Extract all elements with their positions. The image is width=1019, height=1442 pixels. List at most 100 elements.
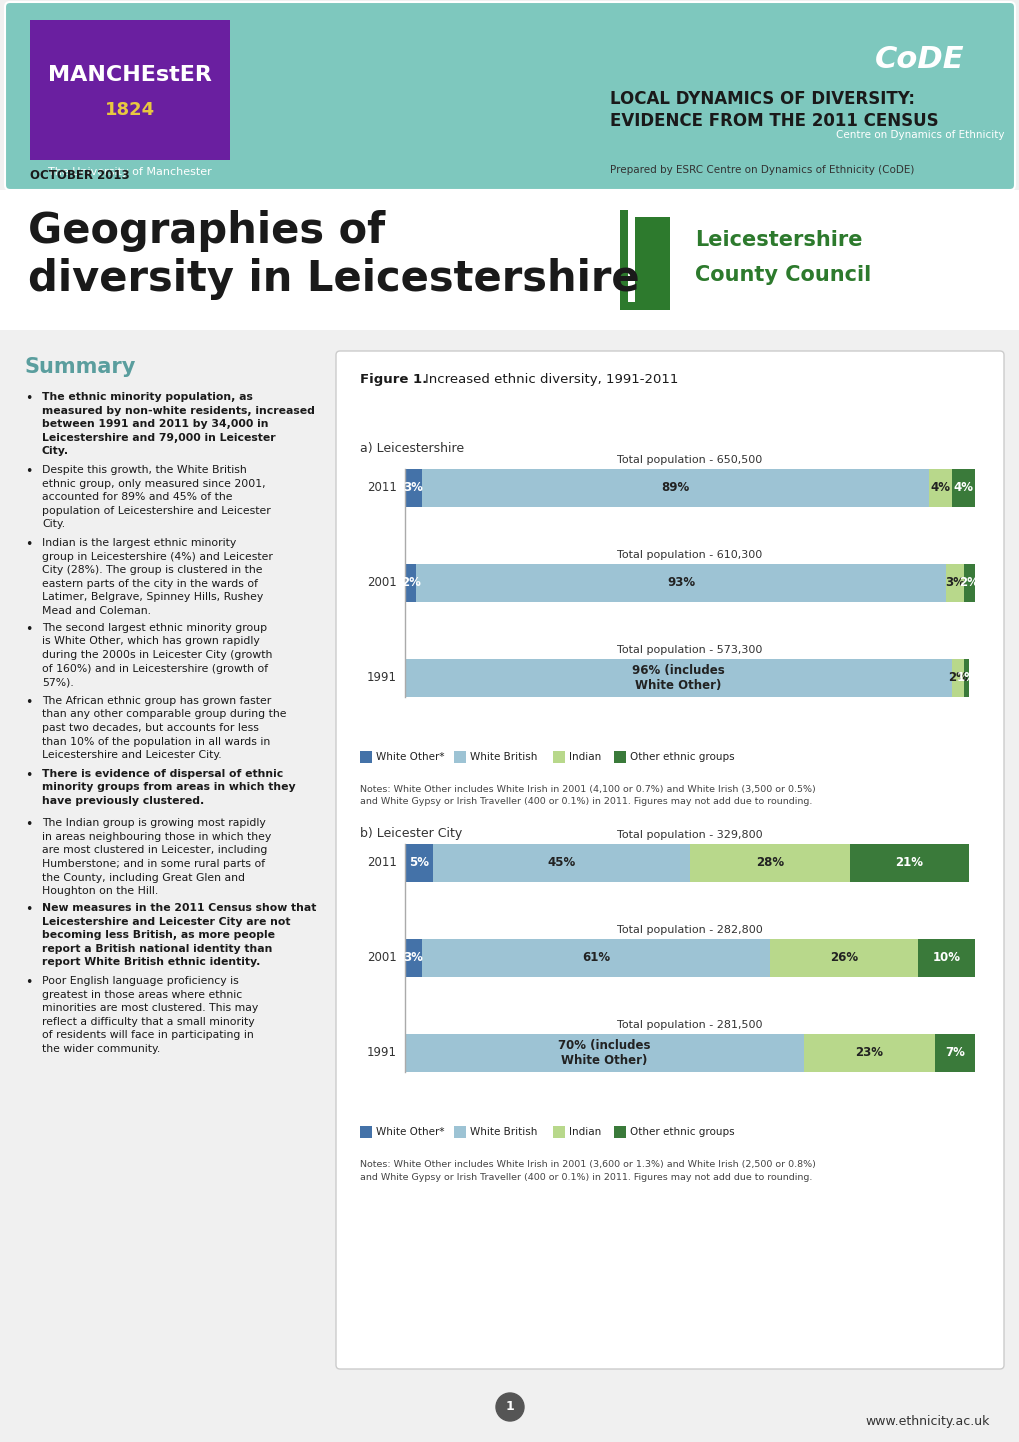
Bar: [917, 939, 974, 978]
Bar: [422, 469, 928, 508]
Bar: [928, 469, 952, 508]
Text: LOCAL DYNAMICS OF DIVERSITY:
EVIDENCE FROM THE 2011 CENSUS: LOCAL DYNAMICS OF DIVERSITY: EVIDENCE FR…: [609, 89, 937, 130]
Bar: [553, 751, 565, 763]
Bar: [769, 939, 917, 978]
Text: Despite this growth, the White British
ethnic group, only measured since 2001,
a: Despite this growth, the White British e…: [42, 464, 270, 529]
Text: 45%: 45%: [547, 857, 576, 870]
Bar: [934, 1034, 974, 1071]
Bar: [405, 564, 416, 601]
Text: Indian is the largest ethnic minority
group in Leicestershire (4%) and Leicester: Indian is the largest ethnic minority gr…: [42, 538, 273, 616]
Bar: [613, 1126, 626, 1138]
Bar: [405, 469, 422, 508]
Text: CoDE: CoDE: [874, 46, 964, 75]
Bar: [30, 20, 229, 160]
Bar: [849, 844, 968, 883]
Text: White Other*: White Other*: [376, 1128, 444, 1136]
Text: The University of Manchester: The University of Manchester: [48, 167, 212, 177]
Bar: [422, 939, 769, 978]
Text: Geographies of
diversity in Leicestershire: Geographies of diversity in Leicestershi…: [28, 209, 639, 300]
Text: Total population - 650,500: Total population - 650,500: [616, 456, 762, 464]
Text: There is evidence of dispersal of ethnic
minority groups from areas in which the: There is evidence of dispersal of ethnic…: [42, 769, 296, 806]
Text: www.ethnicity.ac.uk: www.ethnicity.ac.uk: [865, 1416, 989, 1429]
Text: Total population - 329,800: Total population - 329,800: [616, 831, 762, 841]
Text: Figure 1.: Figure 1.: [360, 373, 427, 386]
Text: 1991: 1991: [367, 1047, 396, 1060]
Bar: [360, 1126, 372, 1138]
Bar: [635, 216, 669, 301]
Bar: [946, 564, 963, 601]
Text: Other ethnic groups: Other ethnic groups: [630, 1128, 735, 1136]
Text: 26%: 26%: [829, 952, 857, 965]
Text: •: •: [25, 769, 33, 782]
Text: White Other*: White Other*: [376, 751, 444, 761]
Text: Total population - 282,800: Total population - 282,800: [616, 924, 762, 934]
Text: 3%: 3%: [404, 482, 423, 495]
Bar: [405, 659, 952, 696]
Bar: [963, 659, 968, 696]
Text: MANCHEstER: MANCHEstER: [48, 65, 212, 85]
Text: •: •: [25, 976, 33, 989]
Text: 1824: 1824: [105, 101, 155, 120]
Text: 10%: 10%: [931, 952, 960, 965]
Text: County Council: County Council: [694, 265, 870, 286]
Bar: [620, 211, 628, 310]
Text: Indian: Indian: [569, 1128, 601, 1136]
Text: Total population - 281,500: Total population - 281,500: [616, 1019, 762, 1030]
Text: 89%: 89%: [661, 482, 689, 495]
Text: •: •: [25, 623, 33, 636]
Text: 3%: 3%: [404, 952, 423, 965]
Text: 5%: 5%: [409, 857, 429, 870]
Text: Poor English language proficiency is
greatest in those areas where ethnic
minori: Poor English language proficiency is gre…: [42, 976, 258, 1054]
FancyBboxPatch shape: [5, 1, 1014, 190]
Bar: [689, 844, 849, 883]
Text: 21%: 21%: [895, 857, 922, 870]
Text: 2%: 2%: [959, 577, 978, 590]
Text: b) Leicester City: b) Leicester City: [360, 828, 462, 841]
Text: 61%: 61%: [581, 952, 609, 965]
Text: 23%: 23%: [855, 1047, 882, 1060]
Text: Notes: White Other includes White Irish in 2001 (4,100 or 0.7%) and White Irish : Notes: White Other includes White Irish …: [360, 784, 815, 806]
Text: Centre on Dynamics of Ethnicity: Centre on Dynamics of Ethnicity: [835, 130, 1004, 140]
Text: Total population - 610,300: Total population - 610,300: [616, 549, 762, 559]
Text: OCTOBER 2013: OCTOBER 2013: [30, 169, 129, 182]
Text: 1991: 1991: [367, 672, 396, 685]
Text: The African ethnic group has grown faster
than any other comparable group during: The African ethnic group has grown faste…: [42, 696, 286, 760]
Bar: [613, 751, 626, 763]
Bar: [360, 751, 372, 763]
Bar: [952, 469, 974, 508]
Text: •: •: [25, 696, 33, 709]
Bar: [416, 564, 946, 601]
Text: The second largest ethnic minority group
is White Other, which has grown rapidly: The second largest ethnic minority group…: [42, 623, 272, 688]
Text: •: •: [25, 392, 33, 405]
Text: Leicestershire: Leicestershire: [694, 231, 862, 249]
Text: 93%: 93%: [666, 577, 695, 590]
Text: 1%: 1%: [956, 672, 975, 685]
Text: 2011: 2011: [367, 857, 396, 870]
Bar: [405, 1034, 803, 1071]
Text: Notes: White Other includes White Irish in 2001 (3,600 or 1.3%) and White Irish : Notes: White Other includes White Irish …: [360, 1159, 815, 1181]
Text: Increased ethnic diversity, 1991-2011: Increased ethnic diversity, 1991-2011: [425, 373, 678, 386]
Text: •: •: [25, 464, 33, 477]
Bar: [952, 659, 963, 696]
Text: Total population - 573,300: Total population - 573,300: [616, 645, 762, 655]
Text: 2001: 2001: [367, 577, 396, 590]
Text: 96% (includes
White Other): 96% (includes White Other): [632, 663, 725, 692]
Bar: [433, 844, 689, 883]
Text: •: •: [25, 903, 33, 916]
Bar: [803, 1034, 934, 1071]
Text: •: •: [25, 818, 33, 831]
Text: 4%: 4%: [930, 482, 950, 495]
Text: 4%: 4%: [953, 482, 973, 495]
Bar: [453, 751, 466, 763]
Text: 28%: 28%: [755, 857, 783, 870]
Bar: [620, 301, 669, 310]
Bar: [553, 1126, 565, 1138]
Text: Prepared by ESRC Centre on Dynamics of Ethnicity (CoDE): Prepared by ESRC Centre on Dynamics of E…: [609, 164, 913, 174]
Text: Other ethnic groups: Other ethnic groups: [630, 751, 735, 761]
Text: Indian: Indian: [569, 751, 601, 761]
Circle shape: [495, 1393, 524, 1420]
Text: 7%: 7%: [945, 1047, 964, 1060]
Text: 2011: 2011: [367, 482, 396, 495]
Bar: [405, 844, 433, 883]
Text: •: •: [25, 538, 33, 551]
